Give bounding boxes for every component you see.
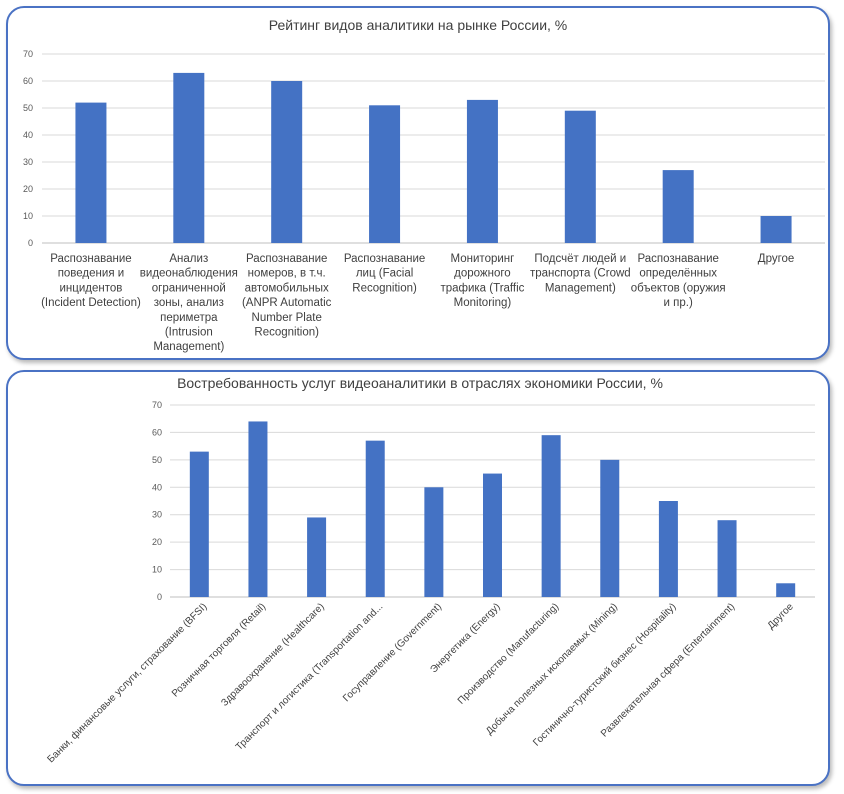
chart-1-category-label-7: Другое — [758, 253, 795, 265]
chart-2-bar-7 — [600, 459, 620, 597]
chart-2-bar-2 — [307, 517, 327, 597]
chart-1-category-label-0: Распознавание поведения и инцидентов (Incid… — [41, 253, 141, 309]
chart-1-ytick-label-3: 30 — [23, 157, 33, 167]
chart-panel-industry-demand — [6, 370, 830, 786]
chart-2-bar-4 — [424, 487, 444, 597]
chart-1-ytick-label-7: 70 — [23, 49, 33, 59]
chart-1-ytick-label-2: 20 — [23, 184, 33, 194]
chart-1-bar-5 — [564, 110, 596, 243]
chart-1-ytick-label-5: 50 — [23, 103, 33, 113]
chart-1-category-label-5: Подсчёт людей и транспорта (Crowd Manageme… — [530, 253, 631, 294]
chart-2-ytick-label-0: 0 — [157, 592, 162, 602]
chart-2-ytick-label-5: 50 — [152, 455, 162, 465]
chart-2-bar-9 — [717, 520, 737, 597]
chart-1-bar-7 — [760, 216, 792, 243]
chart-2-category-label-4: Госуправление (Government) — [341, 601, 444, 704]
chart-2-bar-8 — [658, 501, 678, 597]
chart-2-bar-1 — [248, 421, 268, 597]
chart-2-title: Востребованность услуг видеоаналитики в … — [177, 375, 663, 391]
chart-1-category-label-1: Анализ видеонаблюдения ограниченной зоны, а… — [140, 253, 238, 353]
chart-2-category-label-2: Здравоохранение (Healthcare) — [219, 601, 326, 708]
chart-2-category-label-6: Производство (Manufacturing) — [456, 601, 561, 706]
chart-1-ytick-label-1: 10 — [23, 211, 33, 221]
chart-2-bar-3 — [365, 440, 385, 597]
chart-1-bar-2 — [271, 81, 303, 243]
chart-2-ytick-label-4: 40 — [152, 482, 162, 492]
chart-1-category-label-2: Распознавание номеров, в т.ч. автомобильны… — [242, 253, 332, 339]
chart-1-category-label-4: Мониторинг дорожного трафика (Traffic Monit… — [440, 253, 524, 309]
chart-2-ytick-label-1: 10 — [152, 565, 162, 575]
chart-2-category-label-9: Развлекательная сфера (Entertainment) — [598, 601, 737, 740]
chart-2-category-label-10: Другое — [766, 601, 797, 632]
chart-1-bar-0 — [75, 102, 107, 243]
chart-1-title: Рейтинг видов аналитики на рынке России,… — [269, 17, 568, 33]
chart-2-bar-10 — [776, 583, 796, 597]
chart-2-ytick-label-2: 20 — [152, 537, 162, 547]
chart-2-bar-0 — [189, 451, 209, 597]
chart-2-bar-5 — [483, 473, 502, 597]
chart-1-bar-3 — [369, 105, 401, 243]
chart-1-bar-4 — [466, 99, 498, 244]
chart-1-category-label-6: Распознавание определённых объектов (оружи… — [631, 253, 726, 309]
chart-1-ytick-label-4: 40 — [23, 130, 33, 140]
chart-1-bar-6 — [662, 170, 694, 243]
chart-1-category-label-3: Распознавание лиц (Facial Recognition) — [344, 253, 426, 294]
chart-1-ytick-label-0: 0 — [28, 238, 33, 248]
chart-2-ytick-label-7: 70 — [152, 400, 162, 410]
chart-1-bar-1 — [173, 72, 205, 244]
chart-2-category-label-7: Добыча полезных ископаемых (Mining) — [483, 601, 620, 738]
chart-2-category-label-1: Розничная торговля (Retail) — [170, 601, 268, 699]
chart-2-ytick-label-3: 30 — [152, 510, 162, 520]
chart-1-ytick-label-6: 60 — [23, 76, 33, 86]
chart-2-ytick-label-6: 60 — [152, 427, 162, 437]
chart-2-bar-6 — [541, 435, 561, 597]
